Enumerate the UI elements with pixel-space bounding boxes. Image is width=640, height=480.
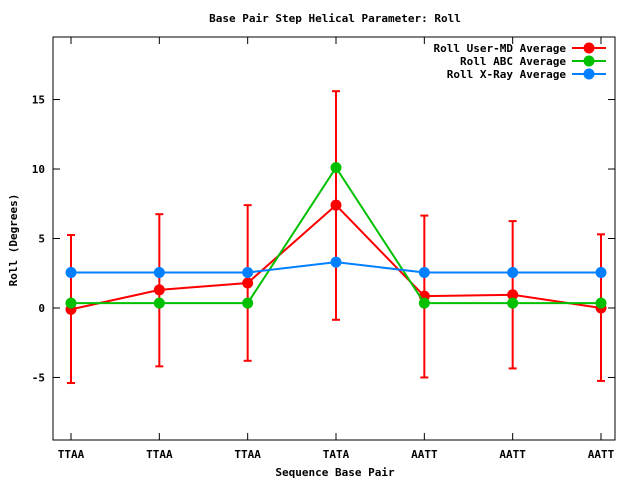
- data-point: [153, 267, 165, 279]
- x-tick-label: AATT: [411, 448, 438, 461]
- legend-marker: [583, 42, 595, 54]
- data-point: [153, 284, 165, 296]
- chart-title: Base Pair Step Helical Parameter: Roll: [209, 12, 461, 25]
- data-point: [153, 297, 165, 309]
- data-point: [65, 297, 77, 309]
- legend-marker: [583, 55, 595, 67]
- x-tick-label: TATA: [323, 448, 350, 461]
- data-point: [330, 162, 342, 174]
- x-tick-label: AATT: [588, 448, 615, 461]
- series-1: [65, 162, 607, 309]
- data-point: [242, 267, 254, 279]
- axes-layer: -5 0 5 10 15 TTAA TTAA TTAA TATA AATT AATT AATT: [32, 36, 616, 461]
- x-tick-label: AATT: [499, 448, 526, 461]
- y-axis-label: Roll (Degrees): [7, 194, 20, 287]
- y-tick-label: 10: [32, 163, 45, 176]
- data-point: [330, 256, 342, 268]
- y-tick-label: 15: [32, 94, 45, 107]
- series-0: [65, 90, 607, 385]
- legend-marker: [583, 68, 595, 80]
- x-tick-label: TTAA: [58, 448, 85, 461]
- legend-label: Roll User-MD Average: [434, 42, 567, 55]
- data-point: [507, 297, 519, 309]
- data-point: [595, 297, 607, 309]
- legend-entry: Roll User-MD Average: [434, 42, 606, 55]
- data-point: [507, 289, 519, 301]
- y-tick-label: 0: [38, 302, 45, 315]
- x-tick-label: TTAA: [146, 448, 173, 461]
- data-point: [330, 199, 342, 211]
- legend-label: Roll X-Ray Average: [447, 68, 567, 81]
- series-2: [65, 256, 607, 279]
- plot-frame: [52, 36, 616, 441]
- data-point: [418, 267, 430, 279]
- y-tick-label: 5: [38, 233, 45, 246]
- x-tick-label: TTAA: [234, 448, 261, 461]
- data-point: [65, 267, 77, 279]
- data-point: [418, 297, 430, 309]
- y-tick-label: -5: [32, 371, 45, 384]
- legend-entry: Roll ABC Average: [460, 55, 606, 68]
- data-point: [242, 277, 254, 289]
- data-point: [242, 297, 254, 309]
- legend-label: Roll ABC Average: [460, 55, 566, 68]
- x-axis-label: Sequence Base Pair: [275, 466, 395, 479]
- legend-entry: Roll X-Ray Average: [447, 68, 606, 81]
- data-point: [595, 267, 607, 279]
- data-point: [507, 267, 519, 279]
- series-layer: [65, 90, 607, 385]
